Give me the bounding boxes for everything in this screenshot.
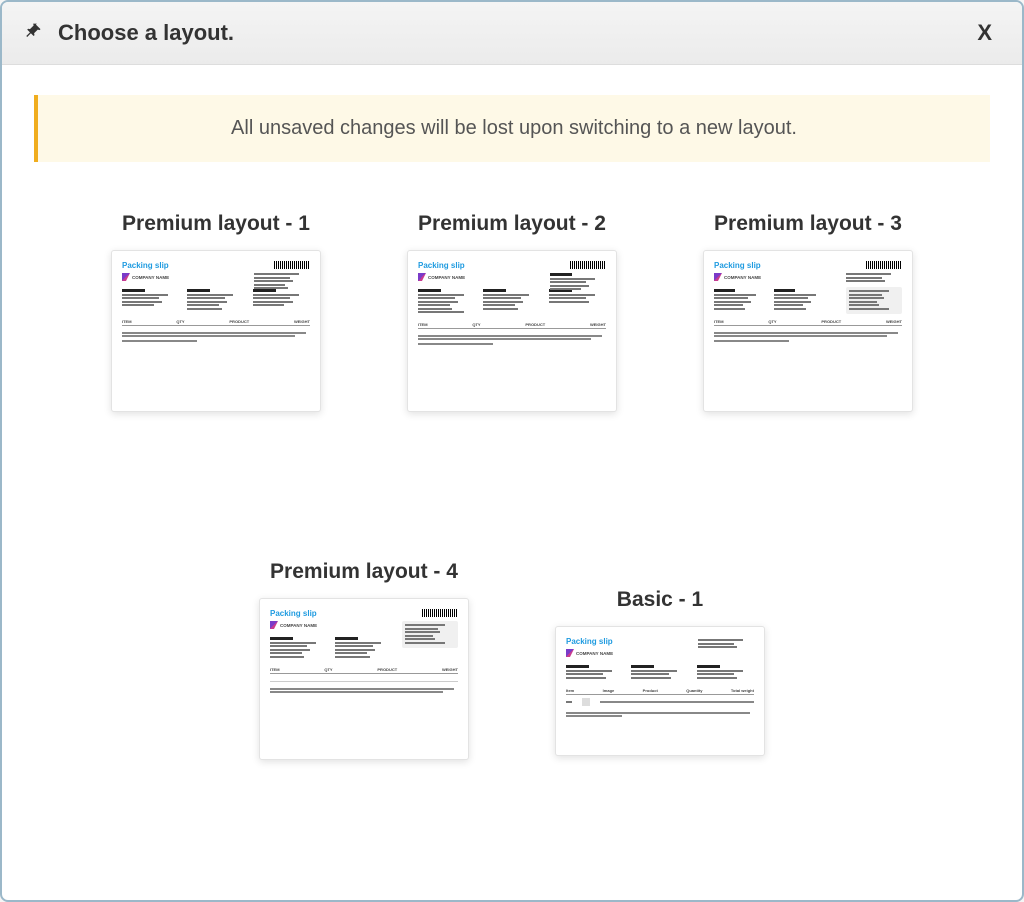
preview-brand: COMPANY NAME xyxy=(724,275,761,280)
logo-mark-icon xyxy=(270,621,278,629)
preview-brand: COMPANY NAME xyxy=(280,623,317,628)
layout-option-premium-2[interactable]: Premium layout - 2 Packing slip COMPANY … xyxy=(372,212,652,412)
preview-meta xyxy=(550,273,606,291)
preview-brand: COMPANY NAME xyxy=(428,275,465,280)
preview-notes xyxy=(714,332,902,342)
barcode-icon xyxy=(866,261,902,269)
pin-icon xyxy=(24,20,46,47)
preview-address-cols xyxy=(122,289,310,311)
modal-title: Choose a layout. xyxy=(58,20,234,46)
preview-meta xyxy=(402,621,458,648)
preview-table-header: ITEMQTYPRODUCTWEIGHT xyxy=(270,667,458,674)
layout-preview: Packing slip COMPANY NAME xyxy=(111,250,321,412)
logo-mark-icon xyxy=(714,273,722,281)
preview-address-cols xyxy=(714,289,827,311)
layouts-grid: Premium layout - 1 Packing slip COMPANY … xyxy=(34,212,990,760)
preview-table-header: ItemImageProductQuantityTotal weight xyxy=(566,688,754,695)
barcode-icon xyxy=(422,609,458,617)
barcode-icon xyxy=(570,261,606,269)
layout-preview: Packing slip COMPANY NAME xyxy=(259,598,469,760)
layout-option-premium-3[interactable]: Premium layout - 3 Packing slip COMPANY … xyxy=(668,212,948,412)
modal-body: All unsaved changes will be lost upon sw… xyxy=(2,65,1022,900)
preview-meta xyxy=(254,273,310,290)
preview-notes xyxy=(566,712,754,717)
preview-address-cols xyxy=(418,289,606,314)
logo-mark-icon xyxy=(418,273,426,281)
preview-notes xyxy=(270,688,458,693)
layout-option-premium-1[interactable]: Premium layout - 1 Packing slip COMPANY … xyxy=(76,212,356,412)
barcode-icon xyxy=(274,261,310,269)
logo-mark-icon xyxy=(122,273,130,281)
preview-meta xyxy=(698,639,754,649)
preview-table-header: ITEMQTYPRODUCTWEIGHT xyxy=(714,319,902,326)
modal-header: Choose a layout. X xyxy=(2,2,1022,65)
preview-address-cols xyxy=(566,665,754,680)
layout-label: Basic - 1 xyxy=(617,588,703,612)
layout-label: Premium layout - 3 xyxy=(714,212,902,236)
preview-table-header: ITEMQTYPRODUCTWEIGHT xyxy=(418,322,606,329)
preview-logo: COMPANY NAME xyxy=(566,649,754,657)
preview-brand: COMPANY NAME xyxy=(576,651,613,656)
warning-banner: All unsaved changes will be lost upon sw… xyxy=(34,95,990,162)
close-button[interactable]: X xyxy=(969,16,1000,50)
layout-preview: Packing slip COMPANY NAME xyxy=(407,250,617,412)
warning-text: All unsaved changes will be lost upon sw… xyxy=(231,117,797,139)
choose-layout-modal: Choose a layout. X All unsaved changes w… xyxy=(0,0,1024,902)
preview-notes xyxy=(418,335,606,345)
preview-brand: COMPANY NAME xyxy=(132,275,169,280)
layout-label: Premium layout - 1 xyxy=(122,212,310,236)
modal-header-left: Choose a layout. xyxy=(24,20,234,47)
layout-preview: Packing slip COMPANY NAME ItemImag xyxy=(555,626,765,756)
logo-mark-icon xyxy=(566,649,574,657)
row-spacer xyxy=(34,436,990,536)
layout-label: Premium layout - 2 xyxy=(418,212,606,236)
preview-notes xyxy=(122,332,310,342)
layout-option-basic-1[interactable]: Basic - 1 Packing slip COMPANY NAME xyxy=(520,588,800,760)
layout-label: Premium layout - 4 xyxy=(270,560,458,584)
layout-option-premium-4[interactable]: Premium layout - 4 Packing slip COMPANY … xyxy=(224,560,504,760)
preview-table-header: ITEMQTYPRODUCTWEIGHT xyxy=(122,319,310,326)
preview-meta xyxy=(846,273,902,314)
layout-preview: Packing slip COMPANY NAME xyxy=(703,250,913,412)
